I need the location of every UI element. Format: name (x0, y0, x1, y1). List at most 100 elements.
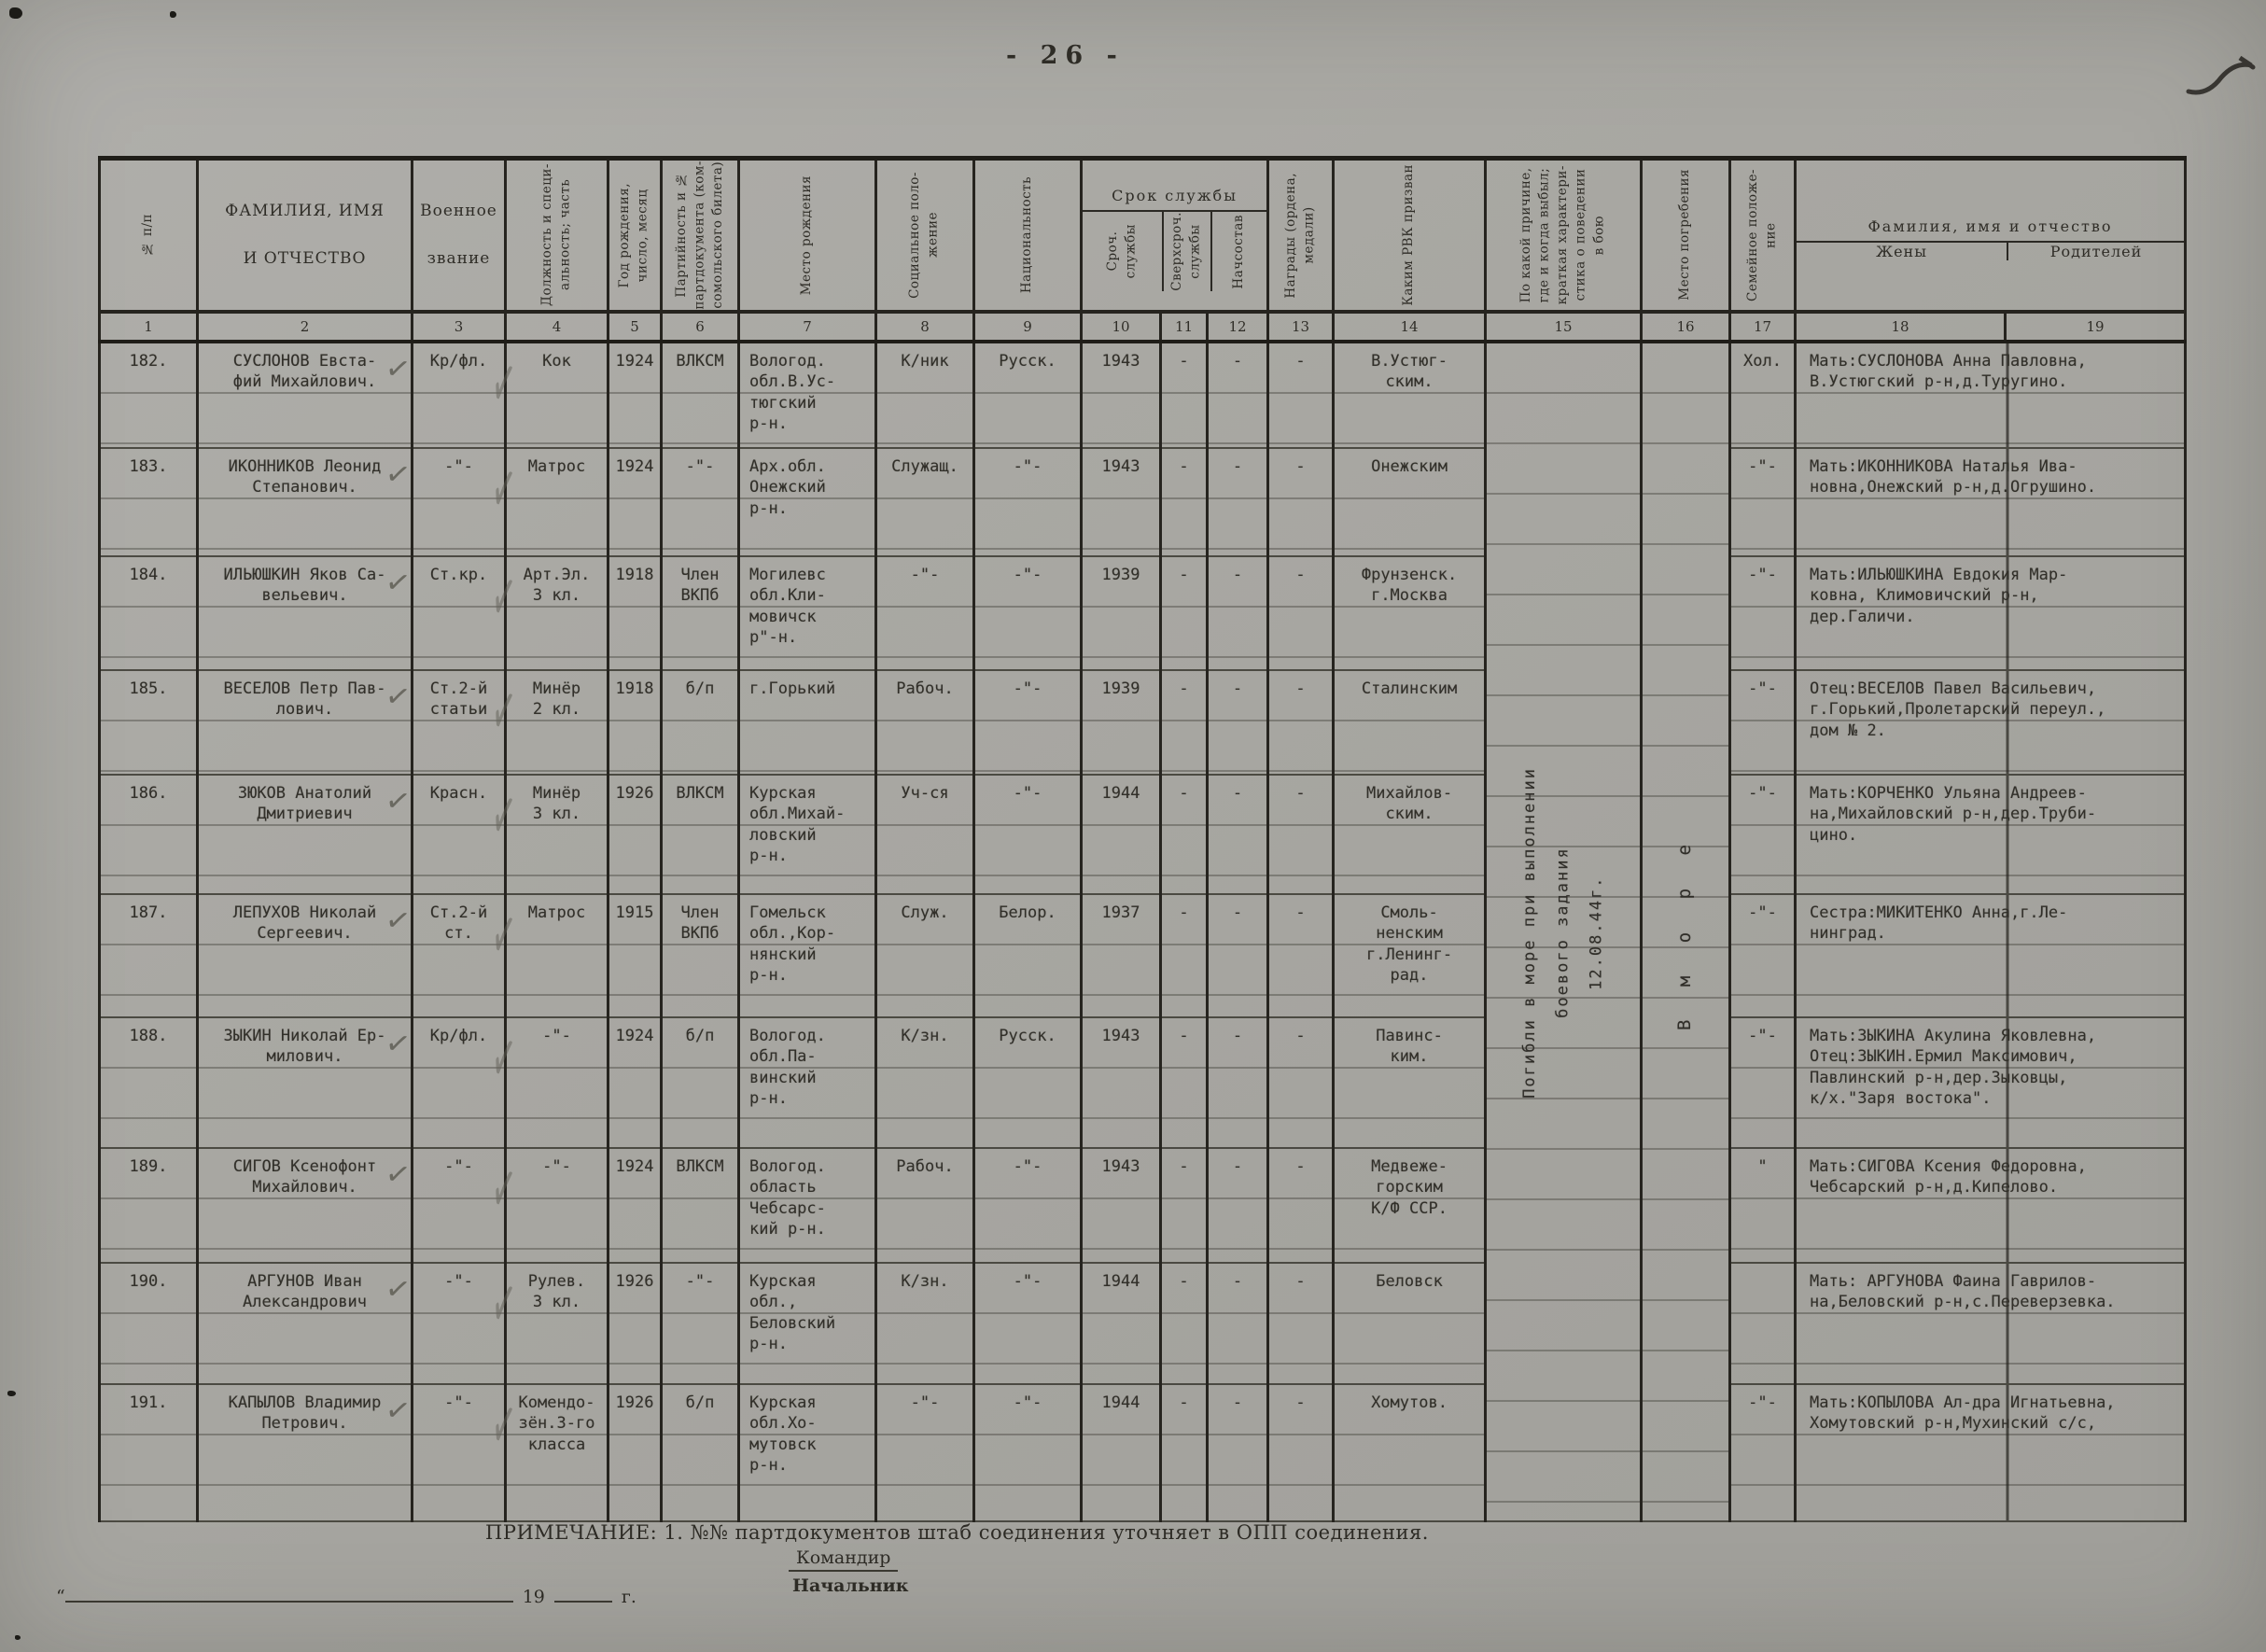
birth-year-cell: 1918 (607, 669, 663, 776)
person-name: ЗЫКИН Николай Ер- милович. (223, 1026, 386, 1067)
date-signature-line: “ 19 г. (56, 1587, 646, 1607)
name-cell: ЗЫКИН Николай Ер- милович. ✓ (196, 1016, 414, 1149)
year-prefix: 19 (522, 1587, 545, 1607)
rank-cell: Кр/фл. ✓ (411, 337, 518, 449)
header-label: Партийность и № партдокумента (ком- сомо… (673, 161, 725, 310)
social-status-cell: Служащ. (874, 447, 975, 557)
header-label: Родителей (2049, 242, 2143, 260)
social-status-cell: Служ. (874, 893, 975, 1018)
extended-service-cell: - (1159, 774, 1209, 895)
birth-year-cell: 1918 (607, 555, 663, 671)
nationality-cell: -"- (972, 555, 1083, 671)
rank-cell: -"- ✓ (411, 1379, 518, 1522)
rank-cell: Ст.кр. ✓ (411, 551, 518, 671)
extended-service-cell: - (1159, 1147, 1209, 1264)
year-suffix: г. (621, 1587, 636, 1607)
header-birthplace: Место рождения (737, 158, 877, 314)
column-number-row: 1 2 3 4 5 6 7 8 9 10 11 12 13 14 15 16 1… (98, 310, 2188, 343)
nationality-cell: -"- (972, 1147, 1083, 1264)
marital-status-cell: -"- (1728, 893, 1797, 1018)
social-status-cell: К/зн. (874, 1262, 975, 1385)
row-number: 183. (98, 447, 199, 557)
header-birth-year: Год рождения, число, месяц (607, 158, 663, 314)
rank: -"- (444, 456, 473, 476)
header-regular-service: Сроч. службы (1083, 212, 1162, 291)
pen-checkmark-icon: ✓ (383, 900, 414, 940)
service-start-cell: 1939 (1080, 669, 1162, 776)
extended-service-cell: - (1159, 555, 1209, 671)
name-cell: ИКОННИКОВ Леонид Степанович. ✓ (196, 447, 413, 557)
nationality-cell: -"- (972, 669, 1083, 776)
column-number: 12 (1205, 310, 1270, 343)
relatives-cell: Мать:СУСЛОНОВА Анна Павловна, В.Устюгски… (1794, 341, 2188, 449)
burial-place: В м о р е (1674, 833, 1696, 1031)
social-status-cell: -"- (874, 1383, 975, 1522)
nationality-cell: -"- (972, 1383, 1083, 1522)
column-number: 14 (1332, 310, 1488, 343)
birthplace-cell: г.Горький (737, 669, 877, 776)
marital-status-cell: -"- (1728, 1016, 1797, 1149)
command-staff-cell: - (1205, 1016, 1270, 1149)
page-number: - 26 - (1006, 41, 1125, 70)
command-staff-cell: - (1205, 669, 1270, 776)
birthplace-cell: Вологод. обл.Па- винский р-н. (737, 1016, 877, 1149)
column-number: 1 (98, 310, 199, 343)
table-row: 191. КАПЫЛОВ Владимир Петрович. ✓ -"- ✓ Ко… (98, 1379, 2188, 1522)
person-name: ИЛЬЮШКИН Яков Са- вельевич. (223, 565, 386, 606)
nationality-cell: -"- (972, 1262, 1083, 1385)
rank: Ст.2-й ст. (429, 903, 488, 944)
nationality-cell: Белор. (972, 893, 1083, 1018)
duty-cell: -"- (504, 1016, 609, 1149)
row-number: 189. (98, 1147, 199, 1264)
service-start-cell: 1944 (1080, 1383, 1162, 1522)
cause-of-loss-cell: Погибли в море при выполнении боевого за… (1484, 341, 1644, 1522)
extended-service-cell: - (1159, 1383, 1209, 1522)
rank-cell: -"- ✓ (411, 1142, 518, 1264)
duty-cell: Матрос (504, 893, 609, 1018)
header-drafted-by: Каким РВК призван (1332, 158, 1488, 314)
service-start-cell: 1944 (1080, 774, 1162, 895)
header-duty-specialty: Должность и специ- альность; часть (504, 158, 609, 314)
duty-cell: Комендо- зён.3-го класса (504, 1383, 609, 1522)
social-status-cell: К/зн. (874, 1016, 975, 1149)
header-full-name: ФАМИЛИЯ, ИМЯ И ОТЧЕСТВО (196, 158, 413, 314)
ink-speck (7, 1391, 16, 1396)
name-cell: ЛЕПУХОВ Николай Сергеевич. ✓ (196, 893, 414, 1018)
row-number: 182. (98, 341, 199, 449)
cause-of-loss: Погибли в море при выполнении боевого за… (1519, 766, 1605, 1099)
birthplace-cell: Гомельск обл.,Кор- нянский р-н. (737, 893, 877, 1018)
extended-service-cell: - (1159, 893, 1209, 1018)
header-label: № п/п (140, 214, 156, 257)
blank-line (553, 1601, 612, 1603)
pen-checkmark-icon: ✓ (383, 1154, 414, 1194)
row-number: 186. (98, 774, 199, 895)
rank: Ст.кр. (429, 565, 488, 584)
pen-checkmark-icon: ✓ (383, 1023, 414, 1063)
party-cell: б/п (660, 1016, 740, 1149)
relatives-cell: Мать:ИЛЬЮШКИНА Евдокия Мар- ковна, Климо… (1794, 555, 2188, 671)
rank: -"- (444, 1393, 473, 1412)
birthplace-cell: Арх.обл. Онежский р-н. (737, 447, 877, 557)
column-number: 6 (660, 310, 740, 343)
awards-cell: - (1266, 774, 1336, 895)
marital-status-cell: -"- (1728, 447, 1797, 557)
row-number: 187. (98, 893, 199, 1018)
pen-checkmark-icon: ✓ (383, 1390, 414, 1430)
drafted-by-cell: Беловск (1332, 1262, 1488, 1385)
party-cell: ВЛКСМ (660, 774, 740, 895)
service-start-cell: 1939 (1080, 555, 1162, 671)
relatives-cell: Мать:СИГОВА Ксения Федоровна, Чебсарский… (1794, 1147, 2188, 1264)
command-staff-cell: - (1205, 1147, 1270, 1264)
birth-year-cell: 1924 (607, 447, 663, 557)
column-number: 9 (972, 310, 1083, 343)
rank: Красн. (429, 783, 488, 803)
birthplace-cell: Курская обл.Хо- мутовск р-н. (737, 1383, 877, 1522)
relatives-cell: Отец:ВЕСЕЛОВ Павел Васильевич, г.Горький… (1794, 669, 2188, 776)
service-start-cell: 1937 (1080, 893, 1162, 1018)
person-name: СУСЛОНОВ Евста- фий Михайлович. (232, 351, 377, 392)
header-label: Каким РВК призван (1401, 164, 1417, 306)
party-cell: -"- (660, 447, 740, 557)
table-row: 187. ЛЕПУХОВ Николай Сергеевич. ✓ Ст.2-й … (98, 889, 2188, 1018)
header-cause-of-loss: По какой причине, где и когда выбыл; кра… (1484, 158, 1644, 314)
party-cell: Член ВКПб (660, 555, 740, 671)
